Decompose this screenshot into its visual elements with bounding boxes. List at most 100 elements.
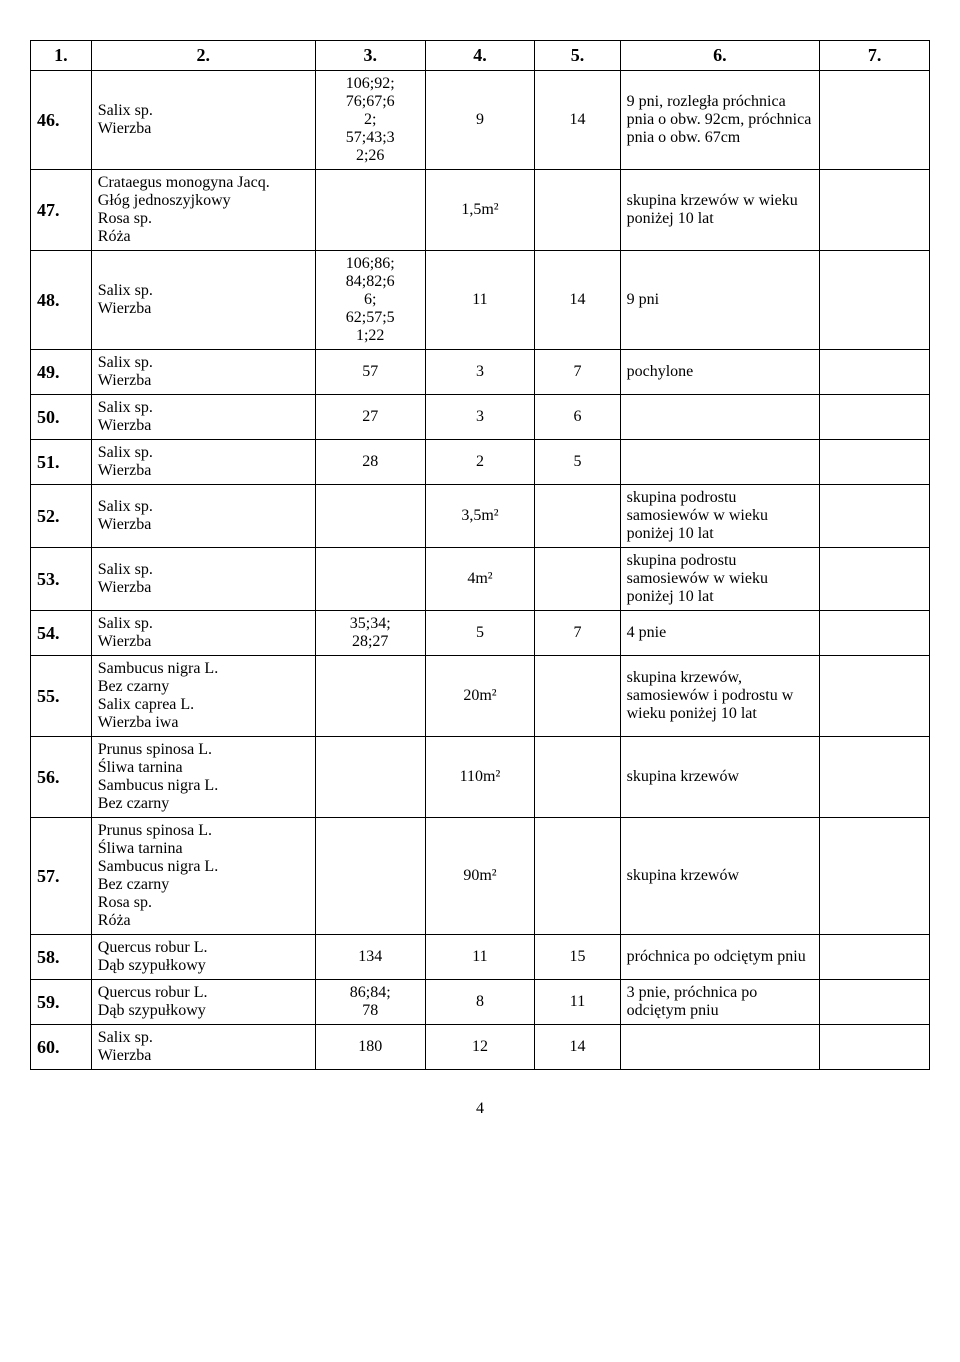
table-cell: 2 bbox=[425, 440, 535, 485]
table-cell: 4m² bbox=[425, 548, 535, 611]
table-cell bbox=[820, 485, 930, 548]
table-cell: 3 pnie, próchnica po odciętym pniu bbox=[620, 980, 820, 1025]
table-cell: 5 bbox=[535, 440, 620, 485]
table-row: 50.Salix sp. Wierzba2736 bbox=[31, 395, 930, 440]
table-cell: 9 pni bbox=[620, 251, 820, 350]
table-cell bbox=[620, 440, 820, 485]
table-header-cell: 3. bbox=[315, 41, 425, 71]
table-cell: 52. bbox=[31, 485, 92, 548]
table-cell: 3 bbox=[425, 350, 535, 395]
table-cell: 49. bbox=[31, 350, 92, 395]
table-cell bbox=[820, 350, 930, 395]
table-cell: 86;84; 78 bbox=[315, 980, 425, 1025]
table-cell: 14 bbox=[535, 251, 620, 350]
table-cell: Quercus robur L. Dąb szypułkowy bbox=[91, 980, 315, 1025]
table-cell: Sambucus nigra L. Bez czarny Salix capre… bbox=[91, 656, 315, 737]
table-cell: 12 bbox=[425, 1025, 535, 1070]
table-cell: 58. bbox=[31, 935, 92, 980]
table-cell bbox=[620, 395, 820, 440]
table-cell bbox=[535, 818, 620, 935]
table-cell: Salix sp. Wierzba bbox=[91, 251, 315, 350]
table-cell bbox=[820, 980, 930, 1025]
table-cell: 60. bbox=[31, 1025, 92, 1070]
table-cell: 48. bbox=[31, 251, 92, 350]
table-row: 52.Salix sp. Wierzba3,5m²skupina podrost… bbox=[31, 485, 930, 548]
table-row: 47.Crataegus monogyna Jacq. Głóg jednosz… bbox=[31, 170, 930, 251]
table-row: 49.Salix sp. Wierzba5737pochylone bbox=[31, 350, 930, 395]
table-cell: 35;34; 28;27 bbox=[315, 611, 425, 656]
table-cell: 56. bbox=[31, 737, 92, 818]
table-cell: 9 pni, rozległa próchnica pnia o obw. 92… bbox=[620, 71, 820, 170]
table-cell: 20m² bbox=[425, 656, 535, 737]
table-cell: 11 bbox=[425, 935, 535, 980]
table-cell bbox=[820, 548, 930, 611]
table-header-cell: 4. bbox=[425, 41, 535, 71]
table-cell bbox=[820, 818, 930, 935]
table-cell: skupina krzewów bbox=[620, 818, 820, 935]
table-cell bbox=[535, 548, 620, 611]
table-cell bbox=[535, 170, 620, 251]
table-cell bbox=[620, 1025, 820, 1070]
table-cell bbox=[820, 170, 930, 251]
table-cell bbox=[315, 485, 425, 548]
table-cell: 11 bbox=[425, 251, 535, 350]
table-cell: skupina krzewów w wieku poniżej 10 lat bbox=[620, 170, 820, 251]
table-row: 57.Prunus spinosa L. Śliwa tarnina Sambu… bbox=[31, 818, 930, 935]
table-cell bbox=[820, 611, 930, 656]
table-cell: 27 bbox=[315, 395, 425, 440]
table-header-cell: 2. bbox=[91, 41, 315, 71]
table-cell: 14 bbox=[535, 1025, 620, 1070]
table-cell: 46. bbox=[31, 71, 92, 170]
table-body: 1.2.3.4.5.6.7.46.Salix sp. Wierzba106;92… bbox=[31, 41, 930, 1070]
table-cell: 9 bbox=[425, 71, 535, 170]
document-page: 1.2.3.4.5.6.7.46.Salix sp. Wierzba106;92… bbox=[30, 40, 930, 1118]
table-cell bbox=[820, 71, 930, 170]
table-cell: Prunus spinosa L. Śliwa tarnina Sambucus… bbox=[91, 737, 315, 818]
table-cell: 106;86; 84;82;6 6; 62;57;5 1;22 bbox=[315, 251, 425, 350]
table-row: 55.Sambucus nigra L. Bez czarny Salix ca… bbox=[31, 656, 930, 737]
table-cell: skupina podrostu samosiewów w wieku poni… bbox=[620, 485, 820, 548]
table-cell: 3 bbox=[425, 395, 535, 440]
table-cell: Salix sp. Wierzba bbox=[91, 71, 315, 170]
table-header-cell: 7. bbox=[820, 41, 930, 71]
table-cell bbox=[820, 1025, 930, 1070]
table-cell: 106;92; 76;67;6 2; 57;43;3 2;26 bbox=[315, 71, 425, 170]
table-cell: 15 bbox=[535, 935, 620, 980]
table-row: 56.Prunus spinosa L. Śliwa tarnina Sambu… bbox=[31, 737, 930, 818]
table-cell bbox=[535, 656, 620, 737]
table-cell bbox=[535, 485, 620, 548]
table-row: 46.Salix sp. Wierzba106;92; 76;67;6 2; 5… bbox=[31, 71, 930, 170]
table-cell: 28 bbox=[315, 440, 425, 485]
table-cell: 8 bbox=[425, 980, 535, 1025]
table-cell bbox=[315, 737, 425, 818]
table-cell: Prunus spinosa L. Śliwa tarnina Sambucus… bbox=[91, 818, 315, 935]
table-cell: skupina krzewów bbox=[620, 737, 820, 818]
table-cell: Salix sp. Wierzba bbox=[91, 548, 315, 611]
table-row: 48.Salix sp. Wierzba106;86; 84;82;6 6; 6… bbox=[31, 251, 930, 350]
table-cell: 53. bbox=[31, 548, 92, 611]
table-header-cell: 6. bbox=[620, 41, 820, 71]
page-number: 4 bbox=[30, 1100, 930, 1118]
table-cell: 7 bbox=[535, 350, 620, 395]
table-cell bbox=[820, 395, 930, 440]
table-row: 59.Quercus robur L. Dąb szypułkowy86;84;… bbox=[31, 980, 930, 1025]
table-cell: 57. bbox=[31, 818, 92, 935]
table-row: 58.Quercus robur L. Dąb szypułkowy134111… bbox=[31, 935, 930, 980]
table-cell: skupina podrostu samosiewów w wieku poni… bbox=[620, 548, 820, 611]
table-header-cell: 5. bbox=[535, 41, 620, 71]
table-cell: Salix sp. Wierzba bbox=[91, 350, 315, 395]
table-row: 60.Salix sp. Wierzba1801214 bbox=[31, 1025, 930, 1070]
table-cell: skupina krzewów, samosiewów i podrostu w… bbox=[620, 656, 820, 737]
table-cell: 47. bbox=[31, 170, 92, 251]
table-cell: 54. bbox=[31, 611, 92, 656]
table-cell: 90m² bbox=[425, 818, 535, 935]
table-cell: Salix sp. Wierzba bbox=[91, 611, 315, 656]
table-cell: 1,5m² bbox=[425, 170, 535, 251]
table-cell bbox=[315, 548, 425, 611]
table-cell bbox=[820, 935, 930, 980]
table-cell: 3,5m² bbox=[425, 485, 535, 548]
table-cell: 14 bbox=[535, 71, 620, 170]
table-cell: 7 bbox=[535, 611, 620, 656]
table-cell: 51. bbox=[31, 440, 92, 485]
table-cell: 11 bbox=[535, 980, 620, 1025]
